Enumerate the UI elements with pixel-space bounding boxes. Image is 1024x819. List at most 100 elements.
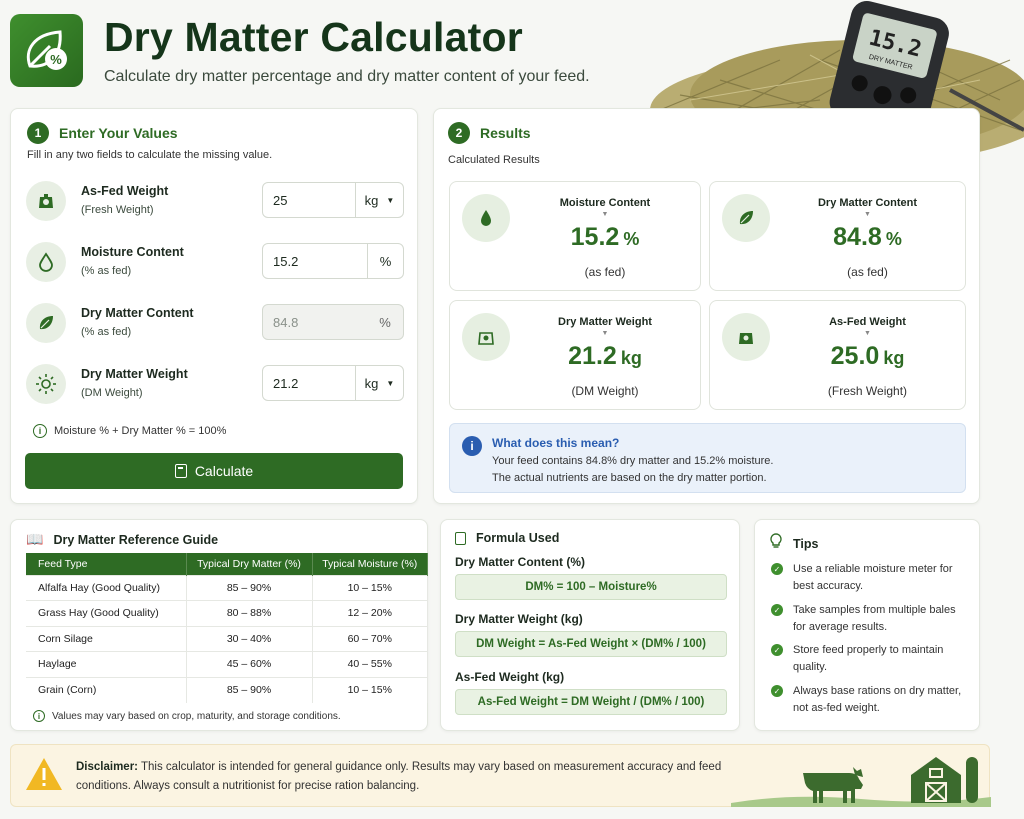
moisture-content-value[interactable]: 15.2 [273, 253, 299, 269]
droplet-icon [26, 242, 66, 282]
result-value: 21.2 kg [568, 342, 642, 370]
result-card-dm-weight: Dry Matter Weight ▼ 21.2 kg (DM Weight) [449, 300, 701, 410]
table-row: Alfalfa Hay (Good Quality) 85 – 90% 10 – 1… [26, 574, 428, 601]
table-row: Haylage 45 – 60% 40 – 55% [26, 651, 428, 677]
reference-title: Dry Matter Reference Guide [53, 532, 219, 547]
scale-icon [722, 313, 770, 361]
moisture-content-input[interactable]: 15.2 % [262, 243, 404, 279]
page-title: Dry Matter Calculator [104, 14, 523, 60]
table-row: Corn Silage 30 – 40% 60 – 70% [26, 625, 428, 652]
result-card-moisture: Moisture Content ▼ 15.2% (as fed) [449, 181, 701, 291]
dry-matter-weight-label: Dry Matter Weight [81, 367, 188, 381]
page-subtitle: Calculate dry matter percentage and dry … [104, 68, 590, 85]
table-cell: Corn Silage [26, 625, 187, 652]
app-logo: % [10, 14, 83, 87]
tips-title: Tips [793, 536, 819, 551]
formula-title: Formula Used [476, 531, 560, 545]
table-row: Grain (Corn) 85 – 90% 10 – 15% [26, 676, 428, 703]
chevron-down-icon: ▼ [386, 378, 395, 388]
tip-item: ✓ Take samples from multiple bales for av… [771, 602, 963, 636]
result-title: Dry Matter Content [817, 197, 917, 209]
formula-heading-2: Dry Matter Weight (kg) [455, 612, 583, 626]
result-value: 84.8% [833, 223, 902, 251]
table-header-cell: Typical Dry Matter (%) [186, 553, 313, 575]
formula-box-3: As-Fed Weight = DM Weight / (DM% / 100) [455, 689, 727, 715]
check-icon: ✓ [771, 685, 783, 697]
chevron-down-icon: ▼ [386, 195, 395, 205]
table-header-cell: Feed Type [26, 553, 187, 575]
as-fed-weight-unit-select[interactable]: kg ▼ [355, 183, 403, 217]
result-value: 15.2% [570, 223, 640, 251]
lightbulb-icon [769, 533, 783, 554]
formula-box-2: DM Weight = As-Fed Weight × (DM% / 100) [455, 631, 727, 657]
reference-guide-panel: 📖 Dry Matter Reference Guide Feed Type Ty… [10, 519, 428, 731]
dry-matter-weight-unit-select[interactable]: kg ▼ [355, 366, 403, 400]
table-cell: 85 – 90% [186, 676, 313, 703]
result-sub: (Fresh Weight) [827, 384, 908, 398]
info-title: What does this mean? [492, 436, 620, 450]
info-line-2: The actual nutrients are based on the dr… [492, 472, 767, 484]
dry-matter-unit: % [379, 314, 391, 330]
dry-matter-content-label: Dry Matter Content [81, 306, 194, 320]
disclaimer-banner: Disclaimer: This calculator is intended … [10, 744, 991, 807]
calculate-button-label: Calculate [194, 463, 254, 479]
formula-box-1: DM% = 100 – Moisture% [455, 574, 727, 600]
moisture-content-sub: (% as fed) [81, 265, 132, 277]
dry-matter-content-input: 84.8 % [262, 304, 404, 340]
leaf-icon [722, 194, 770, 242]
as-fed-weight-input[interactable]: 25 kg ▼ [262, 182, 404, 218]
result-sub: (DM Weight) [571, 384, 639, 398]
disclaimer-text: Disclaimer: This calculator is intended … [76, 761, 722, 792]
table-cell: 85 – 90% [186, 574, 313, 601]
reference-table: Feed Type Typical Dry Matter (%) Typical M… [26, 553, 428, 703]
table-cell: 60 – 70% [312, 625, 428, 652]
input-hint: Fill in any two fields to calculate the … [27, 149, 273, 161]
table-cell: 45 – 60% [186, 651, 313, 677]
tip-item: ✓ Store feed properly to maintain quality… [771, 642, 963, 676]
formula-panel: Formula Used Dry Matter Content (%) DM% … [440, 519, 740, 731]
table-cell: Haylage [26, 651, 187, 677]
calculate-button[interactable]: Calculate [25, 453, 403, 489]
moisture-unit: % [367, 244, 403, 278]
leaf-icon [26, 303, 66, 343]
results-subtitle: Calculated Results [448, 154, 540, 166]
result-value: 25.0 kg [830, 342, 905, 370]
warning-icon [25, 756, 63, 797]
sun-icon [26, 364, 66, 404]
result-card-dry-matter: Dry Matter Content ▼ 84.8% (as fed) [709, 181, 966, 291]
info-box: i What does this mean? Your feed contain… [449, 423, 966, 493]
table-header-cell: Typical Moisture (%) [312, 553, 428, 575]
dry-matter-weight-sub: (DM Weight) [81, 387, 143, 399]
table-cell: 40 – 55% [312, 651, 428, 677]
results-panel-title: Results [480, 125, 531, 141]
tip-item: ✓ Use a reliable moisture meter for best … [771, 561, 963, 595]
table-cell: 10 – 15% [312, 574, 428, 601]
as-fed-weight-label: As-Fed Weight [81, 184, 169, 198]
dry-matter-weight-value[interactable]: 21.2 [273, 375, 299, 391]
result-sub: (as fed) [847, 265, 888, 279]
scale-icon [462, 313, 510, 361]
dry-matter-content-sub: (% as fed) [81, 326, 132, 338]
table-cell: Alfalfa Hay (Good Quality) [26, 574, 187, 601]
moisture-content-label: Moisture Content [81, 245, 184, 259]
as-fed-weight-value[interactable]: 25 [273, 192, 288, 208]
info-line-1: Your feed contains 84.8% dry matter and … [492, 455, 774, 467]
dry-matter-weight-input[interactable]: 21.2 kg ▼ [262, 365, 404, 401]
farm-illustration [731, 745, 991, 812]
table-cell: Grain (Corn) [26, 676, 187, 703]
check-icon: ✓ [771, 604, 783, 616]
formula-heading-1: Dry Matter Content (%) [455, 555, 586, 569]
results-panel: 2 Results Calculated Results Moisture Co… [433, 108, 980, 504]
formula-heading-3: As-Fed Weight (kg) [455, 670, 565, 684]
result-title: Dry Matter Weight [558, 316, 652, 328]
result-sub: (as fed) [584, 265, 626, 279]
input-panel-title: Enter Your Values [59, 125, 178, 141]
input-panel: 1 Enter Your Values Fill in any two fiel… [10, 108, 418, 504]
table-cell: 12 – 20% [312, 600, 428, 626]
table-cell: 10 – 15% [312, 676, 428, 703]
sum-note: Moisture % + Dry Matter % = 100% [54, 425, 227, 437]
check-icon: ✓ [771, 644, 783, 656]
result-title: As-Fed Weight [829, 316, 906, 328]
svg-text:%: % [50, 52, 62, 67]
scale-icon [26, 181, 66, 221]
